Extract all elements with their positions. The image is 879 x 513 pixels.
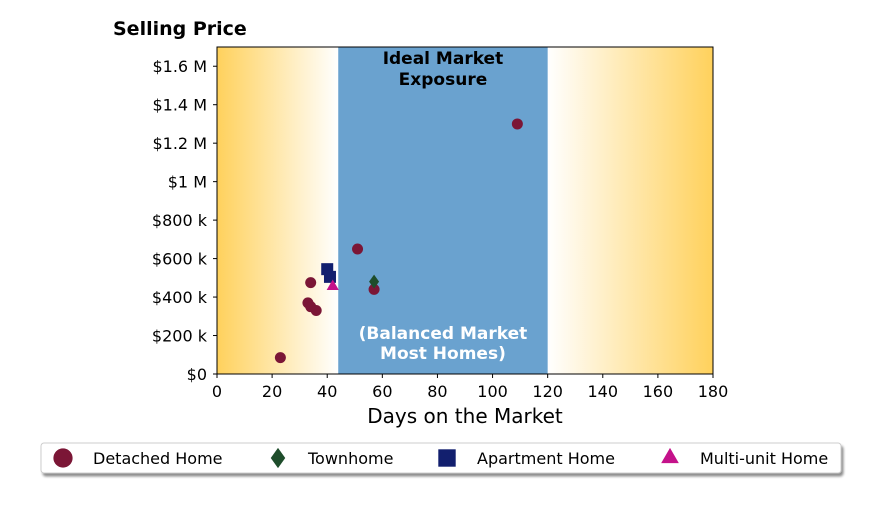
y-tick-label: $600 k xyxy=(152,250,208,269)
data-point-circle xyxy=(305,277,317,289)
y-tick-label: $1 M xyxy=(168,173,207,192)
y-tick-label: $0 xyxy=(187,365,207,384)
data-point-triangle xyxy=(326,279,339,290)
data-point-circle xyxy=(368,283,380,295)
legend-marker-triangle xyxy=(661,447,679,464)
legend-label: Multi-unit Home xyxy=(700,449,828,468)
y-tick-label: $1.2 M xyxy=(152,134,207,153)
legend-marker-circle xyxy=(53,448,73,468)
x-axis: 0 20 40 60 80 100 120 140 160 180 xyxy=(212,374,728,401)
data-point-diamond xyxy=(369,274,380,289)
legend: Detached Home Townhome Apartment Home Multi… xyxy=(40,442,842,474)
chart-title: Selling Price xyxy=(113,18,247,40)
x-tick-label: 40 xyxy=(317,382,337,401)
x-tick-label: 60 xyxy=(372,382,392,401)
x-axis-label: Days on the Market xyxy=(367,404,563,428)
legend-item: Townhome xyxy=(270,447,393,469)
legend-item: Multi-unit Home xyxy=(661,447,828,468)
legend-label: Apartment Home xyxy=(477,449,615,468)
x-tick-label: 100 xyxy=(477,382,508,401)
data-point-circle xyxy=(352,243,364,255)
legend-item: Detached Home xyxy=(53,448,223,468)
x-tick-label: 20 xyxy=(262,382,282,401)
x-tick-label: 80 xyxy=(427,382,447,401)
x-tick-label: 140 xyxy=(588,382,619,401)
data-point-circle xyxy=(511,118,523,130)
y-tick-label: $1.6 M xyxy=(152,57,207,76)
legend-marker-diamond xyxy=(270,447,286,469)
y-axis: $0 $200 k $400 k $600 k $800 k $1 M $1.2 M $1.4… xyxy=(152,57,217,384)
x-tick-label: 0 xyxy=(212,382,222,401)
legend-marker-square xyxy=(438,449,456,467)
ideal-exposure-band xyxy=(338,47,548,374)
y-tick-label: $200 k xyxy=(152,327,208,346)
band-bottom-label-line: Most Homes) xyxy=(380,344,506,364)
legend-items: Detached Home Townhome Apartment Home Multi… xyxy=(53,447,828,469)
y-tick-label: $400 k xyxy=(152,288,208,307)
band-top-label-line: Exposure xyxy=(399,70,488,90)
y-tick-label: $800 k xyxy=(152,211,208,230)
y-tick-label: $1.4 M xyxy=(152,96,207,115)
legend-label: Townhome xyxy=(307,449,393,468)
band-bottom-label-line: (Balanced Market xyxy=(359,324,528,344)
x-tick-label: 120 xyxy=(532,382,563,401)
plot-frame xyxy=(216,46,714,375)
x-tick-label: 160 xyxy=(643,382,674,401)
data-point-circle xyxy=(274,352,286,364)
data-points xyxy=(274,118,523,364)
data-point-circle xyxy=(310,305,322,317)
data-point-square xyxy=(323,270,336,283)
legend-item: Apartment Home xyxy=(438,449,615,468)
legend-label: Detached Home xyxy=(93,449,223,468)
band-top-label-line: Ideal Market xyxy=(383,49,504,69)
x-tick-label: 180 xyxy=(698,382,729,401)
